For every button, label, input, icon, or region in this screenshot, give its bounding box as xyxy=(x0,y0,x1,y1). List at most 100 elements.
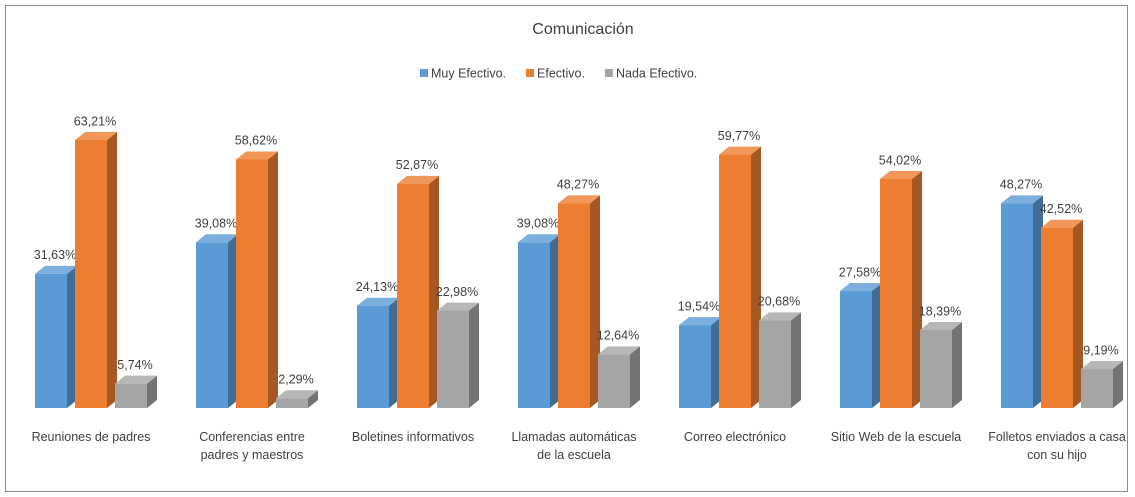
bar-top xyxy=(920,322,962,331)
data-label: 52,87% xyxy=(396,158,438,172)
bar-side xyxy=(1113,361,1123,408)
bar-front xyxy=(75,139,107,408)
bar-front xyxy=(840,291,872,408)
data-label: 5,74% xyxy=(117,358,152,372)
data-label: 12,64% xyxy=(597,329,639,343)
bar-side xyxy=(711,317,721,408)
bar-front xyxy=(276,398,308,408)
bar-side xyxy=(228,234,238,408)
data-label: 48,27% xyxy=(1000,178,1042,192)
bar-front xyxy=(357,305,389,408)
legend-label: Efectivo. xyxy=(537,66,585,80)
data-label: 48,27% xyxy=(557,178,599,192)
bar-top xyxy=(236,151,278,160)
data-label: 24,13% xyxy=(356,280,398,294)
bar-front xyxy=(1001,203,1033,408)
bar xyxy=(558,195,600,408)
legend-label: Nada Efectivo. xyxy=(616,66,697,80)
bar-top xyxy=(35,265,77,274)
bar xyxy=(759,312,801,408)
bar xyxy=(75,131,117,408)
chart-title: Comunicación xyxy=(532,21,633,38)
bar-top xyxy=(75,131,117,140)
bar-front xyxy=(115,383,147,408)
bar-front xyxy=(397,183,429,408)
bar-side xyxy=(389,297,399,408)
bar-front xyxy=(558,203,590,408)
bar-top xyxy=(437,302,479,311)
data-label: 54,02% xyxy=(879,153,921,167)
bar-side xyxy=(550,234,560,408)
bar-top xyxy=(1041,219,1083,228)
bar-top xyxy=(518,234,560,243)
data-label: 22,98% xyxy=(436,285,478,299)
bar-top xyxy=(196,234,238,243)
data-label: 31,63% xyxy=(34,248,76,262)
bar-top xyxy=(759,312,801,321)
bar-side xyxy=(67,265,77,408)
bar-front xyxy=(759,320,791,408)
bar-side xyxy=(912,170,922,408)
bar xyxy=(1001,195,1043,408)
x-tick-label: Sitio Web de la escuela xyxy=(830,430,962,444)
bar xyxy=(719,146,761,408)
data-label: 9,19% xyxy=(1083,343,1118,357)
x-tick-label: Reuniones de padres xyxy=(31,430,151,444)
data-label: 19,54% xyxy=(678,299,720,313)
bar xyxy=(115,375,157,408)
bar-side xyxy=(308,390,318,408)
bar xyxy=(196,234,238,408)
data-label: 2,29% xyxy=(278,373,313,387)
bar-side xyxy=(630,346,640,408)
bar-front xyxy=(35,273,67,408)
bar-side xyxy=(268,151,278,408)
bar-front xyxy=(1041,227,1073,408)
bar-side xyxy=(952,322,962,408)
data-label: 27,58% xyxy=(839,265,881,279)
bar-side xyxy=(1073,219,1083,408)
bar-front xyxy=(598,354,630,408)
bar xyxy=(920,322,962,408)
bar xyxy=(357,297,399,408)
x-tick-label: Correo electrónico xyxy=(683,430,787,444)
bar-side xyxy=(107,131,117,408)
bar-side xyxy=(1033,195,1043,408)
data-label: 18,39% xyxy=(919,304,961,318)
legend-swatch xyxy=(420,69,428,77)
bar-top xyxy=(598,346,640,355)
bar-front xyxy=(920,330,952,408)
legend-swatch xyxy=(604,69,613,77)
bar-front xyxy=(437,310,469,408)
bar xyxy=(236,151,278,408)
bar xyxy=(679,317,721,408)
data-label: 39,08% xyxy=(517,217,559,231)
bar-top xyxy=(840,283,882,292)
bar xyxy=(397,175,439,408)
bar-side xyxy=(469,302,479,408)
bar-top xyxy=(1001,195,1043,204)
bar-top xyxy=(719,146,761,155)
bar-top xyxy=(397,175,439,184)
legend-label: Muy Efectivo. xyxy=(431,66,506,80)
bar-top xyxy=(880,170,922,179)
bar-top xyxy=(558,195,600,204)
bar-side xyxy=(147,375,157,408)
bar xyxy=(1041,219,1083,408)
bar-front xyxy=(236,159,268,408)
legend-swatch xyxy=(526,69,535,77)
x-tick-label: Llamadas automáticas de la escuela xyxy=(511,430,637,462)
bar-top xyxy=(276,390,318,399)
bar-side xyxy=(791,312,801,408)
bar xyxy=(276,390,318,408)
bar xyxy=(598,346,640,408)
bar-side xyxy=(751,146,761,408)
bar-front xyxy=(719,154,751,408)
bar-front xyxy=(518,242,550,408)
bar-top xyxy=(679,317,721,326)
bar xyxy=(840,283,882,408)
data-label: 58,62% xyxy=(235,134,277,148)
bar xyxy=(1081,361,1123,408)
data-label: 59,77% xyxy=(718,129,760,143)
